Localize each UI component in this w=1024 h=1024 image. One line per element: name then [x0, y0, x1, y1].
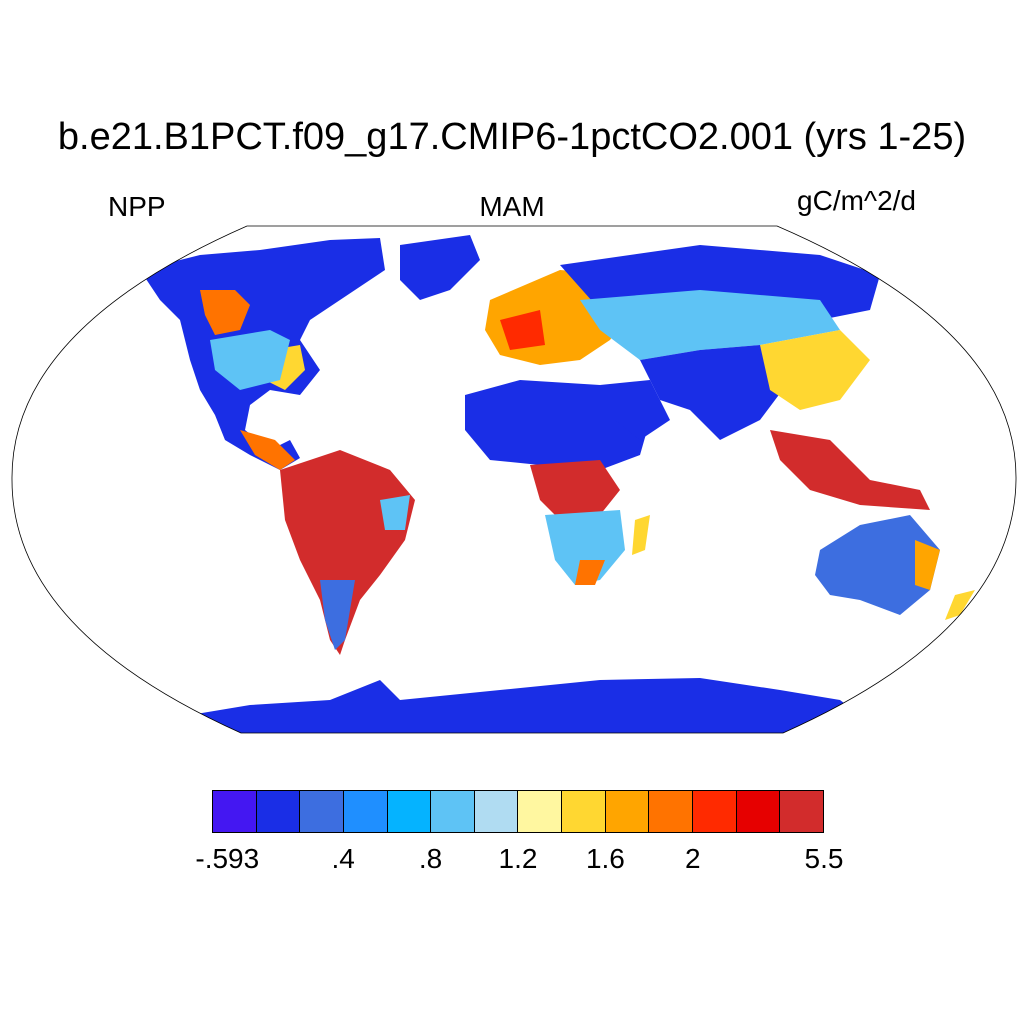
africa-north-region: [465, 380, 650, 470]
greenland-region: [400, 235, 480, 300]
north-america-mid-band: [210, 330, 290, 390]
colorbar-box: [649, 791, 694, 832]
australia-east-band: [915, 540, 940, 590]
colorbar-box: [780, 791, 823, 832]
colorbar-box: [431, 791, 475, 832]
figure-title: b.e21.B1PCT.f09_g17.CMIP6-1pctCO2.001 (y…: [57, 116, 967, 158]
colorbar-tick-label: 1.2: [498, 843, 538, 874]
new-zealand-region: [945, 590, 975, 620]
colorbar-tick-label: 5.5: [804, 843, 844, 874]
asia-east-band: [760, 330, 870, 410]
units-label: gC/m^2/d: [797, 185, 916, 216]
colorbar-box: [562, 791, 606, 832]
colorbar-box: [736, 791, 781, 832]
colorbar-tick-label: 2: [685, 843, 701, 874]
africa-central-region: [530, 460, 620, 520]
colorbar-box: [693, 791, 737, 832]
africa-south-region: [545, 510, 625, 585]
antarctica-region: [190, 678, 860, 733]
australia-region: [815, 515, 940, 615]
africa-southeast-band: [575, 560, 605, 585]
colorbar-box: [605, 791, 650, 832]
asia-mid-band: [580, 290, 840, 360]
variable-label: NPP: [108, 191, 166, 222]
south-america-east-band: [380, 495, 410, 530]
colorbar-box: [518, 791, 563, 832]
colorbar-tick-label: .8: [418, 843, 443, 874]
colorbar-box: [387, 791, 432, 832]
colorbar-box: [213, 791, 257, 832]
europe-red-band: [500, 310, 545, 350]
colorbar-box: [343, 791, 388, 832]
central-america-region: [240, 430, 295, 470]
colorbar-tick-label: 1.6: [585, 843, 625, 874]
asia-south-region: [640, 345, 790, 440]
colorbar-tick-label: -.593: [195, 843, 260, 874]
colorbar-box: [300, 791, 344, 832]
colorbar-box: [474, 791, 519, 832]
madagascar-region: [632, 515, 650, 555]
season-label: MAM: [479, 191, 545, 222]
colorbar-tick-label: .4: [331, 843, 355, 874]
southeast-asia-region: [770, 430, 930, 510]
north-america-west-coast-band: [200, 290, 250, 335]
map-outline: [11, 225, 1017, 734]
colorbar: [212, 790, 824, 833]
south-america-south-band: [320, 580, 355, 650]
arabia-region: [600, 380, 670, 440]
colorbar-box: [256, 791, 301, 832]
